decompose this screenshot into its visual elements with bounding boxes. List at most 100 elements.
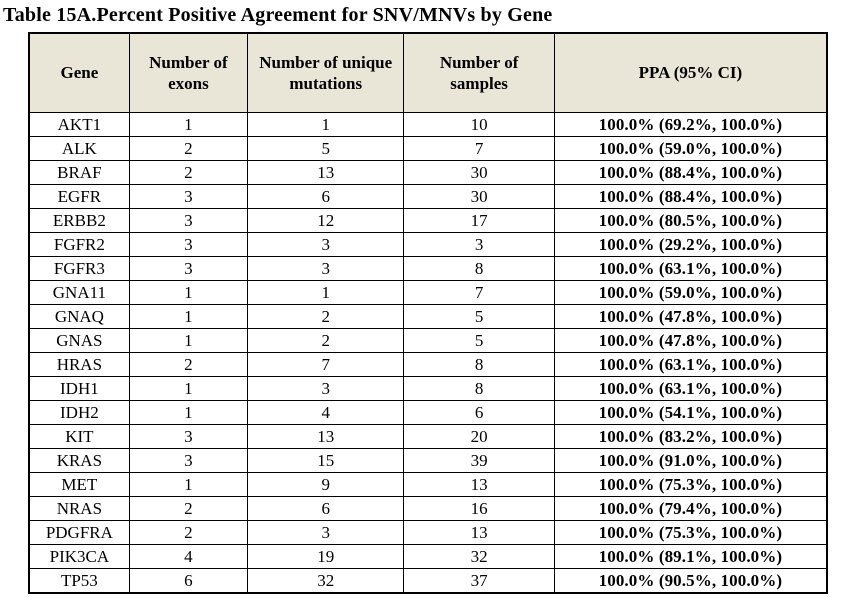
table-row: PIK3CA 4 19 32 100.0% (89.1%, 100.0%) bbox=[28, 544, 828, 569]
column-header-gene: Gene bbox=[28, 32, 130, 113]
exons-cell: 3 bbox=[128, 424, 249, 449]
exons-cell: 1 bbox=[128, 328, 249, 353]
samples-cell: 10 bbox=[403, 112, 555, 137]
table-row: BRAF 2 13 30 100.0% (88.4%, 100.0%) bbox=[28, 160, 828, 185]
exons-cell: 3 bbox=[128, 232, 249, 257]
exons-cell: 1 bbox=[128, 376, 249, 401]
gene-cell: MET bbox=[28, 472, 130, 497]
samples-cell: 13 bbox=[403, 520, 555, 545]
gene-cell: TP53 bbox=[28, 568, 130, 594]
unique_mutations-cell: 3 bbox=[247, 520, 405, 545]
column-header-exons: Number of exons bbox=[128, 32, 249, 113]
exons-cell: 1 bbox=[128, 304, 249, 329]
gene-cell: GNA11 bbox=[28, 280, 130, 305]
gene-cell: FGFR3 bbox=[28, 256, 130, 281]
gene-cell: GNAQ bbox=[28, 304, 130, 329]
gene-cell: ERBB2 bbox=[28, 208, 130, 233]
unique_mutations-cell: 6 bbox=[247, 184, 405, 209]
ppa-cell: 100.0% (75.3%, 100.0%) bbox=[553, 520, 828, 545]
gene-cell: EGFR bbox=[28, 184, 130, 209]
samples-cell: 7 bbox=[403, 136, 555, 161]
gene-cell: BRAF bbox=[28, 160, 130, 185]
gene-cell: IDH2 bbox=[28, 400, 130, 425]
ppa-cell: 100.0% (54.1%, 100.0%) bbox=[553, 400, 828, 425]
exons-cell: 3 bbox=[128, 208, 249, 233]
ppa-cell: 100.0% (79.4%, 100.0%) bbox=[553, 496, 828, 521]
unique_mutations-cell: 3 bbox=[247, 376, 405, 401]
ppa-cell: 100.0% (63.1%, 100.0%) bbox=[553, 376, 828, 401]
unique_mutations-cell: 3 bbox=[247, 232, 405, 257]
gene-cell: HRAS bbox=[28, 352, 130, 377]
exons-cell: 3 bbox=[128, 448, 249, 473]
ppa-cell: 100.0% (91.0%, 100.0%) bbox=[553, 448, 828, 473]
samples-cell: 7 bbox=[403, 280, 555, 305]
samples-cell: 20 bbox=[403, 424, 555, 449]
gene-cell: PIK3CA bbox=[28, 544, 130, 569]
ppa-cell: 100.0% (63.1%, 100.0%) bbox=[553, 352, 828, 377]
gene-cell: AKT1 bbox=[28, 112, 130, 137]
table-row: FGFR3 3 3 8 100.0% (63.1%, 100.0%) bbox=[28, 256, 828, 281]
exons-cell: 3 bbox=[128, 256, 249, 281]
ppa-cell: 100.0% (88.4%, 100.0%) bbox=[553, 160, 828, 185]
table-row: HRAS 2 7 8 100.0% (63.1%, 100.0%) bbox=[28, 352, 828, 377]
samples-cell: 16 bbox=[403, 496, 555, 521]
table-row: GNAQ 1 2 5 100.0% (47.8%, 100.0%) bbox=[28, 304, 828, 329]
table-row: ERBB2 3 12 17 100.0% (80.5%, 100.0%) bbox=[28, 208, 828, 233]
table-row: TP53 6 32 37 100.0% (90.5%, 100.0%) bbox=[28, 568, 828, 594]
table-row: AKT1 1 1 10 100.0% (69.2%, 100.0%) bbox=[28, 112, 828, 137]
ppa-cell: 100.0% (29.2%, 100.0%) bbox=[553, 232, 828, 257]
table-row: KRAS 3 15 39 100.0% (91.0%, 100.0%) bbox=[28, 448, 828, 473]
table-row: EGFR 3 6 30 100.0% (88.4%, 100.0%) bbox=[28, 184, 828, 209]
ppa-cell: 100.0% (90.5%, 100.0%) bbox=[553, 568, 828, 594]
exons-cell: 4 bbox=[128, 544, 249, 569]
exons-cell: 3 bbox=[128, 184, 249, 209]
table-row: GNA11 1 1 7 100.0% (59.0%, 100.0%) bbox=[28, 280, 828, 305]
samples-cell: 37 bbox=[403, 568, 555, 594]
exons-cell: 6 bbox=[128, 568, 249, 594]
ppa-cell: 100.0% (80.5%, 100.0%) bbox=[553, 208, 828, 233]
unique_mutations-cell: 2 bbox=[247, 304, 405, 329]
samples-cell: 39 bbox=[403, 448, 555, 473]
table-row: NRAS 2 6 16 100.0% (79.4%, 100.0%) bbox=[28, 496, 828, 521]
unique_mutations-cell: 19 bbox=[247, 544, 405, 569]
table-row: PDGFRA 2 3 13 100.0% (75.3%, 100.0%) bbox=[28, 520, 828, 545]
unique_mutations-cell: 6 bbox=[247, 496, 405, 521]
ppa-cell: 100.0% (89.1%, 100.0%) bbox=[553, 544, 828, 569]
table-title: Table 15A.Percent Positive Agreement for… bbox=[3, 4, 553, 26]
gene-cell: IDH1 bbox=[28, 376, 130, 401]
exons-cell: 2 bbox=[128, 520, 249, 545]
ppa-cell: 100.0% (75.3%, 100.0%) bbox=[553, 472, 828, 497]
column-header-samples: Number of samples bbox=[403, 32, 555, 113]
samples-cell: 30 bbox=[403, 184, 555, 209]
ppa-cell: 100.0% (47.8%, 100.0%) bbox=[553, 304, 828, 329]
samples-cell: 13 bbox=[403, 472, 555, 497]
unique_mutations-cell: 12 bbox=[247, 208, 405, 233]
ppa-cell: 100.0% (88.4%, 100.0%) bbox=[553, 184, 828, 209]
exons-cell: 1 bbox=[128, 472, 249, 497]
column-header-unique_mutations: Number of unique mutations bbox=[247, 32, 405, 113]
ppa-cell: 100.0% (47.8%, 100.0%) bbox=[553, 328, 828, 353]
table-row: KIT 3 13 20 100.0% (83.2%, 100.0%) bbox=[28, 424, 828, 449]
ppa-cell: 100.0% (59.0%, 100.0%) bbox=[553, 136, 828, 161]
samples-cell: 5 bbox=[403, 328, 555, 353]
samples-cell: 6 bbox=[403, 400, 555, 425]
table-row: ALK 2 5 7 100.0% (59.0%, 100.0%) bbox=[28, 136, 828, 161]
column-header-ppa: PPA (95% CI) bbox=[553, 32, 828, 113]
unique_mutations-cell: 13 bbox=[247, 160, 405, 185]
samples-cell: 5 bbox=[403, 304, 555, 329]
ppa-by-gene-table: Gene Number of exons Number of unique muta… bbox=[28, 32, 828, 594]
samples-cell: 3 bbox=[403, 232, 555, 257]
samples-cell: 17 bbox=[403, 208, 555, 233]
gene-cell: NRAS bbox=[28, 496, 130, 521]
unique_mutations-cell: 1 bbox=[247, 280, 405, 305]
table-row: GNAS 1 2 5 100.0% (47.8%, 100.0%) bbox=[28, 328, 828, 353]
gene-cell: FGFR2 bbox=[28, 232, 130, 257]
ppa-cell: 100.0% (59.0%, 100.0%) bbox=[553, 280, 828, 305]
unique_mutations-cell: 9 bbox=[247, 472, 405, 497]
table-row: MET 1 9 13 100.0% (75.3%, 100.0%) bbox=[28, 472, 828, 497]
unique_mutations-cell: 3 bbox=[247, 256, 405, 281]
ppa-cell: 100.0% (63.1%, 100.0%) bbox=[553, 256, 828, 281]
samples-cell: 8 bbox=[403, 352, 555, 377]
exons-cell: 2 bbox=[128, 136, 249, 161]
